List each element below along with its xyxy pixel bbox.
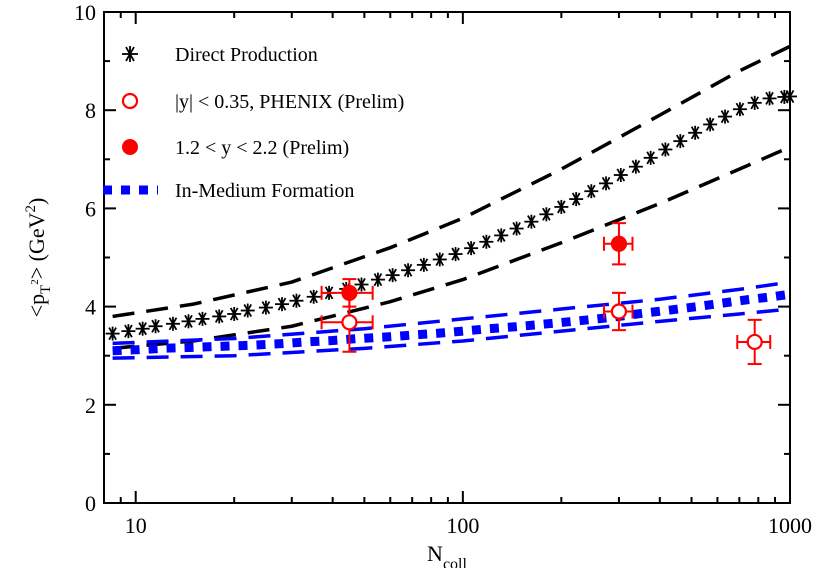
data-point-asterisk [509, 221, 524, 236]
data-point-asterisk [732, 102, 747, 117]
legend-item-forward-rapidity: 1.2 < y < 2.2 (Prelim) [122, 137, 349, 159]
data-point-asterisk [135, 321, 150, 336]
data-point-asterisk [289, 293, 304, 308]
data-point-asterisk [569, 192, 584, 207]
y-tick-label: 10 [74, 0, 96, 25]
legend-item-direct-production: Direct Production [122, 44, 318, 66]
filled-circle-marker [610, 235, 628, 252]
legend-label: |y| < 0.35, PHENIX (Prelim) [175, 91, 404, 113]
axis-ticks: 0 2 4 6 8 10 10 100 1000 [74, 0, 812, 538]
y-axis-title-close: > (GeV [24, 212, 49, 279]
band-line [112, 280, 791, 346]
legend-filled-circle [122, 139, 138, 155]
data-point-asterisk [195, 311, 210, 326]
data-point-asterisk [354, 277, 369, 292]
data-point-asterisk [658, 142, 673, 157]
x-axis-title-sub: coll [443, 556, 468, 568]
x-tick-label: 100 [446, 513, 479, 538]
x-tick-label: 10 [125, 513, 147, 538]
open-circle-marker [341, 314, 358, 331]
data-point-asterisk [401, 263, 416, 278]
data-point-asterisk [703, 117, 718, 132]
data-point-asterisk [479, 234, 494, 249]
data-point-filled-circle [320, 278, 374, 308]
y-axis-title: <pT2> (GeV2) [23, 198, 54, 318]
data-point-asterisk [181, 314, 196, 329]
y-axis-title-sub: T [38, 285, 54, 294]
y-axis-title-end: ) [24, 198, 49, 205]
data-point-asterisk [212, 309, 227, 324]
band-line [112, 145, 791, 351]
data-point-asterisk [554, 199, 569, 214]
x-axis-title-main: N [427, 541, 443, 566]
band-line [112, 44, 791, 319]
y-tick-label: 2 [85, 393, 96, 418]
data-point-filled-circle [602, 222, 634, 266]
data-point-asterisk [432, 252, 447, 267]
legend-item-in-medium-formation: In-Medium Formation [103, 180, 354, 202]
legend: Direct Production |y| < 0.35, PHENIX (Pr… [103, 44, 404, 202]
data-point-asterisk [673, 134, 688, 149]
data-point-open-circle [736, 318, 772, 366]
y-tick-label: 0 [85, 491, 96, 516]
legend-marker-filled-circle [122, 139, 138, 155]
band-line [112, 307, 791, 360]
legend-marker-asterisk [122, 46, 138, 62]
data-point-asterisk [121, 324, 136, 339]
data-point-asterisk [688, 125, 703, 140]
data-point-asterisk [464, 241, 479, 256]
legend-item-phenix-midrapidity: |y| < 0.35, PHENIX (Prelim) [121, 91, 404, 113]
data-point-asterisk [494, 228, 509, 243]
data-point-asterisk [599, 176, 614, 191]
y-tick-label: 6 [85, 196, 96, 221]
data-point-asterisk [416, 257, 431, 272]
data-point-asterisk [306, 289, 321, 304]
plot-frame-border [103, 11, 791, 504]
plot-frame [103, 11, 791, 504]
x-tick-label: 1000 [768, 513, 812, 538]
data-point-asterisk [385, 268, 400, 283]
data-point-asterisk [370, 272, 385, 287]
data-point-open-circle [602, 291, 634, 332]
data-point-asterisk [762, 91, 777, 106]
data-point-asterisk [448, 247, 463, 262]
x-axis-title: Ncoll [427, 541, 467, 568]
open-circle-marker [610, 303, 628, 320]
data-point-asterisk [628, 159, 643, 174]
filled-circle-marker [341, 284, 358, 301]
legend-label: In-Medium Formation [175, 180, 354, 202]
legend-open-circle [121, 92, 139, 110]
legend-asterisk [122, 46, 138, 62]
data-point-asterisk [718, 109, 733, 124]
data-series [105, 44, 797, 366]
data-point-asterisk [584, 184, 599, 199]
data-point-asterisk [148, 319, 163, 334]
legend-label: 1.2 < y < 2.2 (Prelim) [175, 137, 349, 159]
y-tick-label: 8 [85, 98, 96, 123]
y-axis-title-sup: 2 [23, 205, 39, 213]
y-axis-title-sup-small: 2 [29, 279, 41, 285]
y-axis-title-open: <p [24, 294, 49, 317]
data-point-asterisk [539, 207, 554, 222]
legend-marker-open-circle [121, 92, 139, 110]
data-point-asterisk [613, 168, 628, 183]
data-point-asterisk [274, 297, 289, 312]
data-point-asterisk [643, 150, 658, 165]
data-point-asterisk [105, 326, 120, 341]
in-medium-formation-line [112, 289, 791, 356]
y-tick-label: 4 [85, 295, 96, 320]
open-circle-marker [746, 333, 763, 351]
data-point-asterisk [524, 214, 539, 229]
data-point-asterisk [227, 306, 242, 321]
data-point-asterisk [258, 300, 273, 315]
data-point-asterisk [165, 316, 180, 331]
legend-label: Direct Production [175, 44, 318, 66]
data-point-asterisk [240, 303, 255, 318]
data-point-asterisk [747, 95, 762, 110]
